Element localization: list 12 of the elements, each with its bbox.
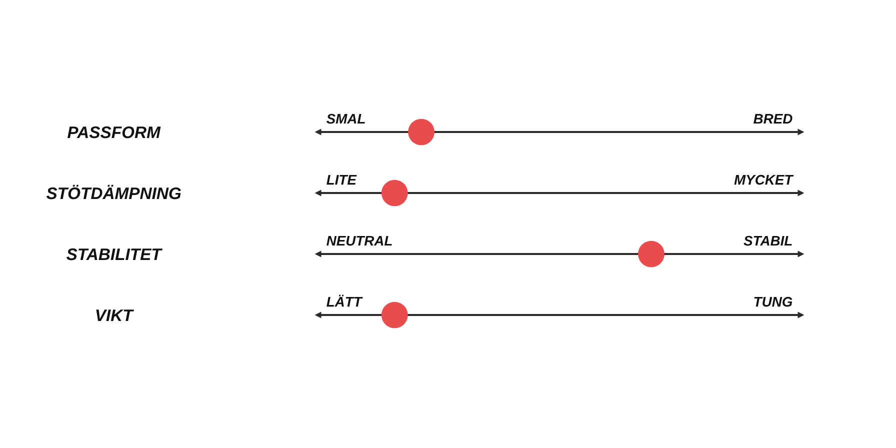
text: MYCKET [734,174,794,185]
annotation: NEUTRAL [326,236,392,246]
y-tick-label: STÖTDÄMPNING [46,184,181,200]
annotation: SMAL [326,114,365,124]
text: TUNG [754,296,792,307]
annotation: LÄTT [326,294,363,307]
text: BRED [754,114,792,124]
y-tick-label: VIKT [96,310,134,322]
y-tick-label: STABILITET [66,248,163,260]
y-tick-label: PASSFORM [68,126,161,138]
annotation: LITE [326,175,357,185]
text: STABIL [744,236,792,246]
